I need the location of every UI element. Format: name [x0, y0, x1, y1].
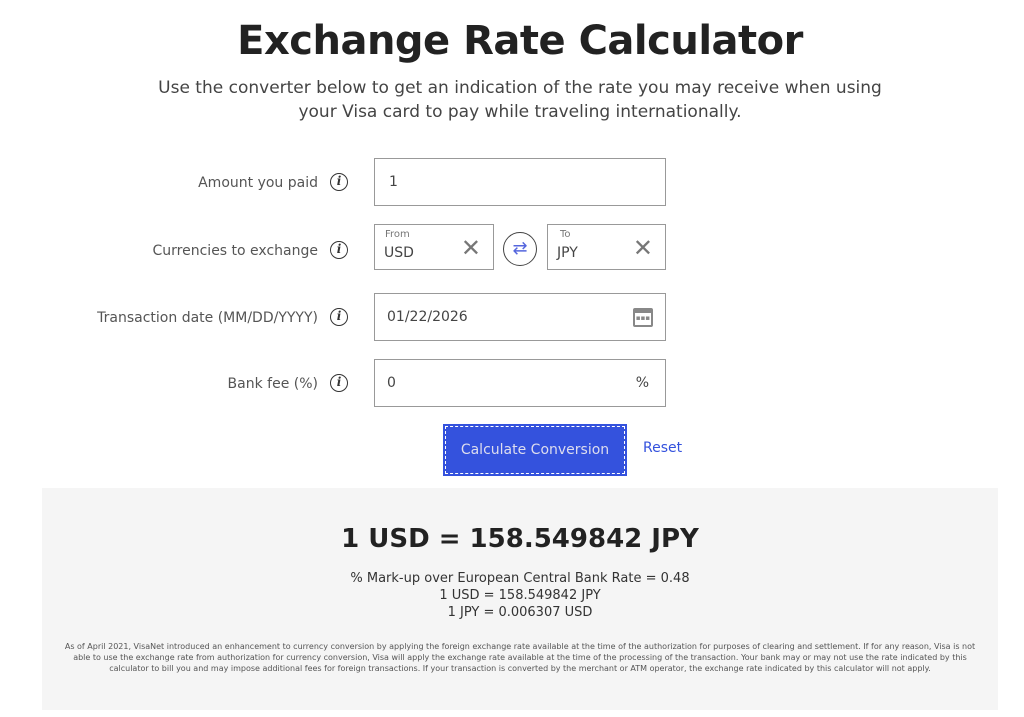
page-title: Exchange Rate Calculator — [237, 18, 803, 64]
to-currency-select[interactable]: To JPY ✕ — [547, 224, 666, 270]
page-subtitle: Use the converter below to get an indica… — [158, 78, 882, 122]
currencies-label: Currencies to exchange — [152, 243, 318, 259]
result-headline: 1 USD = 158.549842 JPY — [341, 524, 699, 554]
fee-input[interactable]: 0 % — [374, 359, 666, 407]
percent-suffix: % — [635, 375, 649, 391]
amount-input[interactable]: 1 — [374, 158, 666, 206]
calendar-icon[interactable]: ▪▪▪ — [633, 308, 653, 327]
calculate-conversion-button[interactable]: Calculate Conversion — [443, 424, 627, 476]
from-currency-select[interactable]: From USD ✕ — [374, 224, 494, 270]
clear-icon[interactable]: ✕ — [460, 234, 481, 262]
date-label: Transaction date (MM/DD/YYYY) — [97, 310, 318, 326]
reverse-rate: 1 JPY = 0.006307 USD — [447, 605, 593, 620]
fee-label: Bank fee (%) — [227, 376, 318, 392]
amount-label: Amount you paid — [198, 175, 318, 191]
reset-link[interactable]: Reset — [643, 440, 683, 456]
result-panel: 1 USD = 158.549842 JPY % Mark-up over Eu… — [42, 488, 998, 710]
forward-rate: 1 USD = 158.549842 JPY — [439, 588, 601, 603]
disclaimer: As of April 2021, VisaNet introduced an … — [64, 642, 976, 673]
info-icon[interactable]: i — [330, 173, 348, 191]
markup-text: % Mark-up over European Central Bank Rat… — [350, 571, 690, 586]
swap-icon: ⇄ — [512, 238, 528, 259]
swap-currencies-button[interactable]: ⇄ — [503, 232, 537, 266]
info-icon[interactable]: i — [330, 241, 348, 259]
clear-icon[interactable]: ✕ — [632, 234, 653, 262]
date-input[interactable]: 01/22/2026 ▪▪▪ — [374, 293, 666, 341]
info-icon[interactable]: i — [330, 374, 348, 392]
info-icon[interactable]: i — [330, 308, 348, 326]
